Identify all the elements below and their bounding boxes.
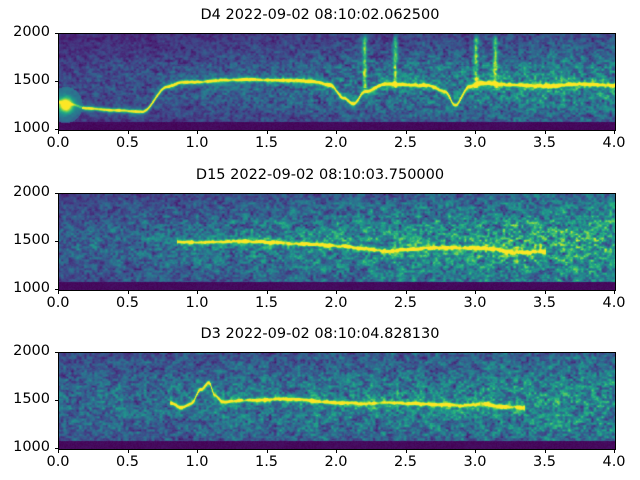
x-tick-mark xyxy=(197,290,198,294)
x-tick-label: 3.0 xyxy=(463,295,487,311)
x-tick-mark xyxy=(406,130,407,134)
x-tick-label: 1.0 xyxy=(185,295,209,311)
panel-1-axes xyxy=(58,33,616,131)
x-tick-label: 2.0 xyxy=(324,135,348,151)
x-tick-label: 4.0 xyxy=(602,295,626,311)
x-tick-label: 2.5 xyxy=(393,454,418,470)
y-tick-label: 1500 xyxy=(13,391,50,407)
x-tick-mark xyxy=(406,449,407,453)
x-tick-mark xyxy=(614,290,615,294)
x-tick-mark xyxy=(475,449,476,453)
x-tick-label: 0.5 xyxy=(115,295,140,311)
x-tick-label: 2.5 xyxy=(393,295,418,311)
y-tick-label: 1500 xyxy=(13,232,50,248)
x-tick-label: 1.5 xyxy=(254,295,279,311)
panel-2-spectrogram xyxy=(59,194,615,290)
y-tick-mark xyxy=(54,81,58,82)
x-tick-mark xyxy=(58,130,59,134)
x-tick-mark xyxy=(128,130,129,134)
x-tick-mark xyxy=(614,130,615,134)
panel-3-axes xyxy=(58,352,616,450)
x-tick-label: 4.0 xyxy=(602,454,626,470)
x-tick-label: 1.5 xyxy=(254,454,279,470)
x-tick-mark xyxy=(58,290,59,294)
panel-1-title: D4 2022-09-02 08:10:02.062500 xyxy=(200,7,440,23)
panel-3-title: D3 2022-09-02 08:10:04.828130 xyxy=(200,326,440,342)
x-tick-label: 3.0 xyxy=(463,454,487,470)
y-tick-label: 2000 xyxy=(13,184,50,200)
x-tick-mark xyxy=(545,449,546,453)
x-tick-label: 3.5 xyxy=(532,295,557,311)
x-tick-mark xyxy=(128,449,129,453)
x-tick-mark xyxy=(267,449,268,453)
y-tick-label: 1500 xyxy=(13,72,50,88)
y-tick-label: 2000 xyxy=(13,24,50,40)
x-tick-mark xyxy=(267,130,268,134)
panel-3-spectrogram xyxy=(59,353,615,449)
x-tick-mark xyxy=(336,290,337,294)
x-tick-mark xyxy=(475,290,476,294)
x-tick-label: 0.0 xyxy=(46,454,70,470)
y-tick-label: 2000 xyxy=(13,343,50,359)
x-tick-label: 3.0 xyxy=(463,135,487,151)
y-tick-mark xyxy=(54,400,58,401)
x-tick-mark xyxy=(267,290,268,294)
x-tick-mark xyxy=(406,290,407,294)
y-tick-mark xyxy=(54,352,58,353)
x-tick-label: 2.0 xyxy=(324,454,348,470)
y-tick-label: 1000 xyxy=(13,280,50,296)
y-tick-mark xyxy=(54,448,58,449)
panel-2-axes xyxy=(58,193,616,291)
panel-1: D4 2022-09-02 08:10:02.062500 xyxy=(0,0,640,160)
y-tick-mark xyxy=(54,193,58,194)
x-tick-label: 0.5 xyxy=(115,135,140,151)
y-tick-label: 1000 xyxy=(13,120,50,136)
x-tick-label: 1.5 xyxy=(254,135,279,151)
x-tick-label: 1.0 xyxy=(185,454,209,470)
x-tick-label: 2.5 xyxy=(393,135,418,151)
x-tick-mark xyxy=(58,449,59,453)
x-tick-mark xyxy=(545,290,546,294)
x-tick-label: 1.0 xyxy=(185,135,209,151)
y-tick-mark xyxy=(54,33,58,34)
y-tick-mark xyxy=(54,289,58,290)
y-tick-mark xyxy=(54,241,58,242)
x-tick-label: 0.0 xyxy=(46,295,70,311)
panel-2-title: D15 2022-09-02 08:10:03.750000 xyxy=(195,167,445,183)
panel-2: D15 2022-09-02 08:10:03.750000 xyxy=(0,160,640,320)
x-tick-mark xyxy=(336,130,337,134)
y-tick-label: 1000 xyxy=(13,439,50,455)
x-tick-label: 2.0 xyxy=(324,295,348,311)
y-tick-mark xyxy=(54,129,58,130)
x-tick-mark xyxy=(614,449,615,453)
panel-1-spectrogram xyxy=(59,34,615,130)
x-tick-label: 4.0 xyxy=(602,135,626,151)
x-tick-mark xyxy=(128,290,129,294)
x-tick-label: 3.5 xyxy=(532,454,557,470)
x-tick-mark xyxy=(475,130,476,134)
x-tick-mark xyxy=(197,130,198,134)
x-tick-mark xyxy=(197,449,198,453)
x-tick-label: 0.0 xyxy=(46,135,70,151)
x-tick-label: 3.5 xyxy=(532,135,557,151)
x-tick-label: 0.5 xyxy=(115,454,140,470)
x-tick-mark xyxy=(545,130,546,134)
panel-3: D3 2022-09-02 08:10:04.828130 xyxy=(0,316,640,480)
x-tick-mark xyxy=(336,449,337,453)
